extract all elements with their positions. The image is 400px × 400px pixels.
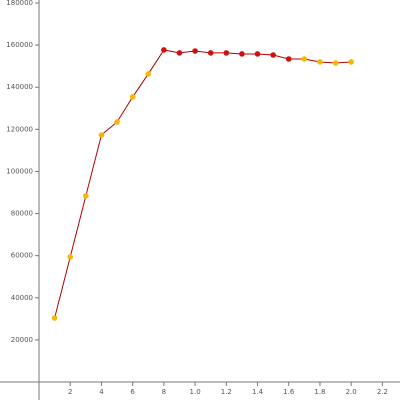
x-tick-label: 1.2 [221, 388, 232, 396]
data-point [207, 50, 214, 56]
y-tick-label: 60000 [11, 252, 33, 260]
y-tick-label: 180000 [6, 0, 33, 7]
data-point [332, 60, 339, 66]
data-point [83, 193, 89, 199]
data-point [239, 51, 245, 57]
data-point [301, 56, 308, 62]
data-point [98, 132, 105, 138]
x-tick-label: 8 [162, 388, 166, 396]
data-point [51, 315, 58, 321]
x-tick-label: 4 [99, 388, 104, 396]
data-point [129, 94, 136, 100]
y-tick-label: 40000 [11, 294, 33, 302]
data-point [285, 56, 292, 62]
data-point [145, 71, 152, 77]
y-tick-label: 140000 [6, 83, 33, 91]
data-point [348, 59, 354, 65]
x-tick-label: 6 [130, 388, 135, 396]
x-tick-label: 1.4 [252, 388, 264, 396]
data-point [223, 50, 230, 56]
y-tick-label: 80000 [11, 210, 33, 218]
data-point [254, 51, 261, 57]
x-tick-label: 1.8 [314, 388, 325, 396]
y-tick-label: 20000 [11, 336, 33, 344]
y-tick-label: 120000 [6, 125, 33, 133]
y-tick-label: 160000 [6, 41, 33, 49]
data-point [161, 47, 167, 53]
x-tick-label: 2.2 [377, 388, 388, 396]
x-tick-label: 1.6 [283, 388, 295, 396]
x-tick-label: 1.0 [190, 388, 201, 396]
data-point [192, 48, 198, 54]
data-point [67, 254, 74, 260]
x-tick-label: 2.0 [346, 388, 357, 396]
data-point [176, 50, 183, 56]
data-point [114, 119, 120, 125]
x-tick-label: 2 [68, 388, 72, 396]
data-line [54, 49, 352, 319]
data-point [270, 52, 276, 58]
data-point [317, 59, 323, 65]
y-tick-label: 100000 [6, 167, 33, 175]
